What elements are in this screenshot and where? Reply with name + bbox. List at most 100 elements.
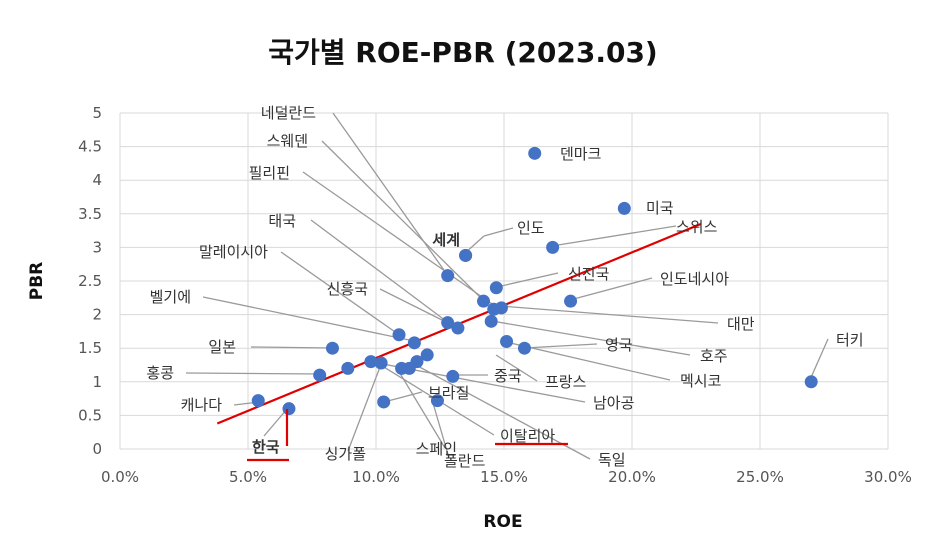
y-tick-label: 3: [92, 238, 102, 256]
leader-line: [496, 272, 559, 288]
leader-line: [310, 219, 447, 322]
data-point: [430, 394, 444, 408]
data-point: [477, 294, 491, 308]
point-label: 스페인: [416, 440, 457, 458]
leader-line: [383, 391, 423, 403]
data-point: [392, 328, 406, 342]
y-tick-label: 4.5: [78, 138, 102, 156]
data-point: [804, 375, 818, 389]
leader-line: [569, 277, 653, 301]
point-label: 태국: [268, 212, 296, 230]
data-point: [313, 368, 327, 382]
data-point: [325, 341, 339, 355]
leader-line: [523, 343, 598, 349]
y-tick-label: 0.5: [78, 406, 102, 424]
point-label: 대만: [727, 315, 755, 333]
leader-line: [495, 354, 538, 382]
data-point: [407, 336, 421, 350]
data-point: [546, 240, 560, 254]
data-point: [402, 361, 416, 375]
point-label: 브라질: [428, 384, 469, 402]
data-point: [484, 314, 498, 328]
point-label: 중국: [494, 367, 522, 385]
data-point: [489, 281, 503, 295]
y-tick-label: 4: [92, 171, 102, 189]
point-label: 호주: [700, 347, 728, 365]
point-label: 인도: [517, 219, 545, 237]
leader-line: [347, 366, 381, 452]
point-label: 독일: [598, 451, 626, 469]
korea-annotations: [247, 409, 568, 462]
point-label: 벨기에: [150, 288, 191, 306]
leader-line: [185, 372, 321, 375]
y-tick-label: 1: [92, 373, 102, 391]
data-point: [446, 369, 460, 383]
point-label: 멕시코: [680, 372, 721, 390]
y-tick-label: 5: [92, 104, 102, 122]
y-tick-label: 2.5: [78, 272, 102, 290]
point-label: 말레이시아: [199, 243, 268, 261]
point-label: 인도네시아: [660, 270, 729, 288]
data-point: [251, 394, 265, 408]
point-label: 일본: [208, 338, 236, 356]
point-label: 싱가폴: [325, 445, 366, 463]
leader-line: [499, 305, 719, 324]
point-label: 덴마크: [560, 145, 601, 163]
data-point: [459, 248, 473, 262]
data-point: [374, 356, 388, 370]
data-point: [528, 146, 542, 160]
leader-line: [321, 140, 484, 301]
data-point: [420, 348, 434, 362]
y-tick-label: 2: [92, 306, 102, 324]
point-label: 캐나다: [181, 396, 223, 414]
leader-line: [280, 251, 399, 335]
gridlines: [119, 112, 889, 450]
x-axis-label: ROE: [483, 512, 522, 532]
x-tick-label: 30.0%: [864, 468, 912, 486]
point-label: 한국: [252, 438, 280, 456]
data-point: [564, 294, 578, 308]
y-tick-label: 3.5: [78, 205, 102, 223]
leader-line: [432, 402, 450, 459]
x-tick-label: 5.0%: [229, 468, 267, 486]
data-point: [487, 302, 501, 316]
point-label: 네덜란드: [261, 104, 316, 122]
leader-line: [332, 112, 447, 274]
x-tick-label: 0.0%: [101, 468, 139, 486]
point-label: 신진국: [568, 265, 610, 283]
point-label: 이탈리아: [500, 427, 555, 445]
chart-title: 국가별 ROE-PBR (2023.03): [268, 36, 657, 69]
leader-line: [505, 341, 671, 381]
point-label: 미국: [646, 199, 674, 217]
y-tick-label: 1.5: [78, 339, 102, 357]
data-point: [441, 316, 455, 330]
point-label: 세계: [432, 231, 460, 249]
leader-line: [263, 408, 288, 437]
point-label: 폴란드: [444, 452, 486, 470]
data-point: [451, 321, 465, 335]
data-point: [517, 341, 531, 355]
x-tick-labels: 0.0% 5.0% 10.0% 15.0% 20.0% 25.0% 30.0%: [101, 468, 912, 486]
point-label: 프랑스: [545, 373, 587, 391]
point-label: 영국: [605, 336, 633, 354]
point-label: 신흥국: [327, 280, 369, 298]
point-label: 홍콩: [146, 364, 174, 382]
leader-line: [302, 171, 496, 307]
data-points: [251, 146, 818, 416]
x-tick-label: 25.0%: [736, 468, 784, 486]
y-axis-label: PBR: [27, 262, 47, 301]
label-leader-lines: [185, 112, 829, 460]
data-point: [341, 361, 355, 375]
leader-line: [202, 296, 415, 342]
leader-line: [397, 369, 446, 449]
data-point: [441, 269, 455, 283]
data-point: [282, 402, 296, 416]
leader-line: [483, 227, 514, 237]
data-point: [377, 395, 391, 409]
point-label: 남아공: [593, 394, 634, 412]
leader-line: [491, 320, 691, 356]
point-label: 스웨덴: [267, 132, 308, 150]
data-point: [364, 355, 378, 369]
